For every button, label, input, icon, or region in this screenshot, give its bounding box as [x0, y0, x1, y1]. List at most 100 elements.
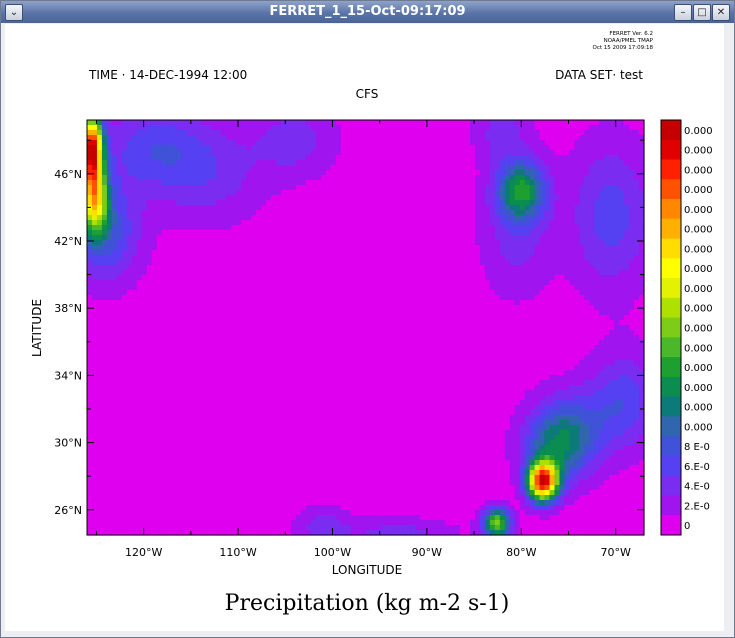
- heatmap-cell: [569, 290, 575, 296]
- heatmap-cell: [350, 170, 357, 176]
- heatmap-cell: [499, 120, 506, 126]
- heatmap-cell: [479, 195, 486, 201]
- heatmap-cell: [271, 175, 277, 181]
- heatmap-cell: [280, 160, 287, 166]
- heatmap-cell: [365, 330, 372, 336]
- heatmap-cell: [589, 310, 595, 316]
- heatmap-cell: [241, 165, 247, 171]
- heatmap-cell: [579, 145, 585, 151]
- heatmap-cell: [479, 215, 486, 221]
- heatmap-cell: [430, 325, 436, 331]
- heatmap-cell: [191, 145, 198, 151]
- heatmap-cell: [415, 220, 421, 226]
- heatmap-cell: [564, 265, 570, 271]
- heatmap-cell: [415, 275, 421, 281]
- heatmap-cell: [126, 225, 133, 231]
- heatmap-cell: [504, 130, 511, 136]
- heatmap-cell: [101, 320, 108, 326]
- heatmap-cell: [141, 125, 148, 131]
- heatmap-cell: [629, 140, 635, 146]
- heatmap-cell: [136, 155, 143, 161]
- heatmap-cell: [380, 320, 386, 326]
- heatmap-cell: [345, 210, 352, 216]
- heatmap-cell: [519, 185, 526, 191]
- heatmap-cell: [261, 190, 267, 196]
- heatmap-cell: [420, 120, 426, 126]
- heatmap-cell: [236, 285, 242, 291]
- heatmap-cell: [410, 165, 416, 171]
- heatmap-cell: [534, 200, 541, 206]
- heatmap-cell: [126, 125, 133, 131]
- heatmap-cell: [529, 165, 536, 171]
- heatmap-cell: [519, 295, 526, 301]
- heatmap-cell: [385, 275, 391, 281]
- heatmap-cell: [221, 220, 227, 226]
- heatmap-cell: [136, 195, 143, 201]
- heatmap-cell: [121, 145, 128, 151]
- plot-canvas: FERRET Ver. 6.2 NOAA/PMEL TMAP Oct 15 20…: [5, 24, 724, 631]
- heatmap-cell: [211, 280, 217, 286]
- heatmap-cell: [340, 205, 347, 211]
- minimize-button[interactable]: –: [674, 4, 692, 21]
- heatmap-cell: [201, 325, 207, 331]
- heatmap-cell: [375, 165, 382, 171]
- heatmap-cell: [226, 150, 232, 156]
- heatmap-cell: [559, 130, 566, 136]
- heatmap-cell: [360, 160, 367, 166]
- heatmap-cell: [634, 120, 640, 126]
- heatmap-cell: [121, 175, 128, 181]
- heatmap-cell: [425, 250, 431, 256]
- heatmap-cell: [579, 335, 585, 341]
- heatmap-cell: [474, 275, 481, 281]
- heatmap-cell: [196, 245, 202, 251]
- heatmap-cell: [579, 175, 585, 181]
- heatmap-cell: [96, 280, 103, 286]
- heatmap-cell: [430, 125, 436, 131]
- heatmap-cell: [236, 260, 242, 266]
- heatmap-cell: [509, 125, 516, 131]
- maximize-button[interactable]: □: [693, 4, 711, 21]
- heatmap-cell: [146, 235, 153, 241]
- heatmap-cell: [226, 295, 232, 301]
- heatmap-cell: [609, 190, 615, 196]
- close-button[interactable]: ✕: [712, 4, 730, 21]
- title-bar[interactable]: ⌄ FERRET_1_15-Oct-09:17:09 – □ ✕: [1, 1, 734, 23]
- heatmap-cell: [280, 140, 287, 146]
- heatmap-cell: [101, 205, 108, 211]
- heatmap-cell: [469, 145, 476, 151]
- heatmap-cell: [315, 215, 322, 221]
- heatmap-cell: [136, 225, 143, 231]
- heatmap-cell: [171, 135, 178, 141]
- heatmap-cell: [524, 255, 531, 261]
- heatmap-cell: [146, 255, 153, 261]
- heatmap-cell: [261, 220, 267, 226]
- heatmap-cell: [131, 185, 138, 191]
- heatmap-cell: [261, 235, 267, 241]
- heatmap-cell: [106, 335, 113, 341]
- heatmap-cell: [106, 280, 113, 286]
- heatmap-cell: [300, 120, 307, 126]
- heatmap-cell: [335, 175, 342, 181]
- heatmap-cell: [340, 225, 347, 231]
- heatmap-cell: [629, 290, 635, 296]
- heatmap-cell: [261, 210, 267, 216]
- heatmap-cell: [479, 225, 486, 231]
- heatmap-cell: [166, 170, 173, 176]
- heatmap-cell: [91, 340, 98, 346]
- heatmap-cell: [455, 185, 461, 191]
- heatmap-cell: [315, 225, 322, 231]
- heatmap-cell: [544, 190, 551, 196]
- dataset-label: DATA SET· test: [555, 68, 643, 82]
- heatmap-cell: [415, 295, 421, 301]
- heatmap-cell: [380, 305, 386, 311]
- heatmap-cell: [619, 155, 625, 161]
- heatmap-cell: [594, 235, 600, 241]
- heatmap-cell: [211, 205, 217, 211]
- heatmap-cell: [340, 160, 347, 166]
- heatmap-cell: [614, 265, 620, 271]
- heatmap-cell: [295, 260, 302, 266]
- window-menu-button[interactable]: ⌄: [5, 4, 23, 21]
- heatmap-cell: [176, 200, 183, 206]
- heatmap-cell: [450, 325, 456, 331]
- heatmap-cell: [514, 150, 521, 156]
